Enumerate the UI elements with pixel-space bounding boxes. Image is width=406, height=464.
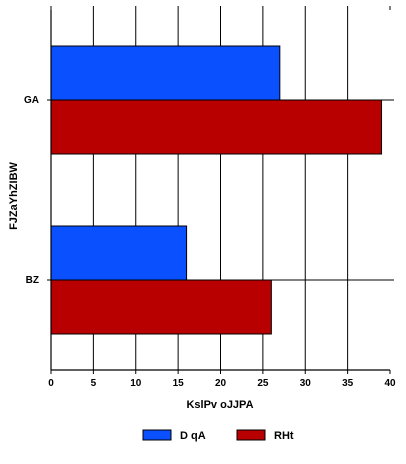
x-axis-title: KslPv oJJPA	[186, 399, 253, 411]
legend: D qA RHt	[142, 429, 294, 442]
y-tick-labels: GA BZ	[24, 95, 39, 286]
bar-bz-series-1	[50, 225, 188, 281]
y-tick-label: BZ	[26, 275, 39, 286]
x-tick-label: 30	[300, 378, 312, 389]
x-tick-label: 5	[91, 378, 97, 389]
x-tick-label: 15	[173, 378, 185, 389]
x-tick-label: 40	[384, 378, 396, 389]
bar-ga-series-1	[50, 45, 281, 101]
legend-label-1: D qA	[180, 430, 206, 442]
axes	[50, 6, 391, 374]
x-tick-label: 20	[215, 378, 227, 389]
legend-label-2: RHt	[274, 430, 294, 442]
x-tick-label: 35	[342, 378, 354, 389]
x-tick-labels: 0 5 10 15 20 25 30 35 40	[48, 378, 396, 389]
bar-bz-series-2	[50, 279, 272, 335]
legend-swatch-1	[142, 429, 172, 441]
x-tick-label: 25	[257, 378, 269, 389]
x-tick-label: 0	[48, 378, 54, 389]
legend-swatch-2	[236, 429, 266, 441]
y-tick-label: GA	[24, 95, 39, 106]
bars	[50, 45, 383, 335]
bar-ga-series-2	[50, 99, 383, 155]
x-tick-label: 10	[130, 378, 142, 389]
y-axis-title: FJZaYhZIBW	[8, 161, 20, 229]
